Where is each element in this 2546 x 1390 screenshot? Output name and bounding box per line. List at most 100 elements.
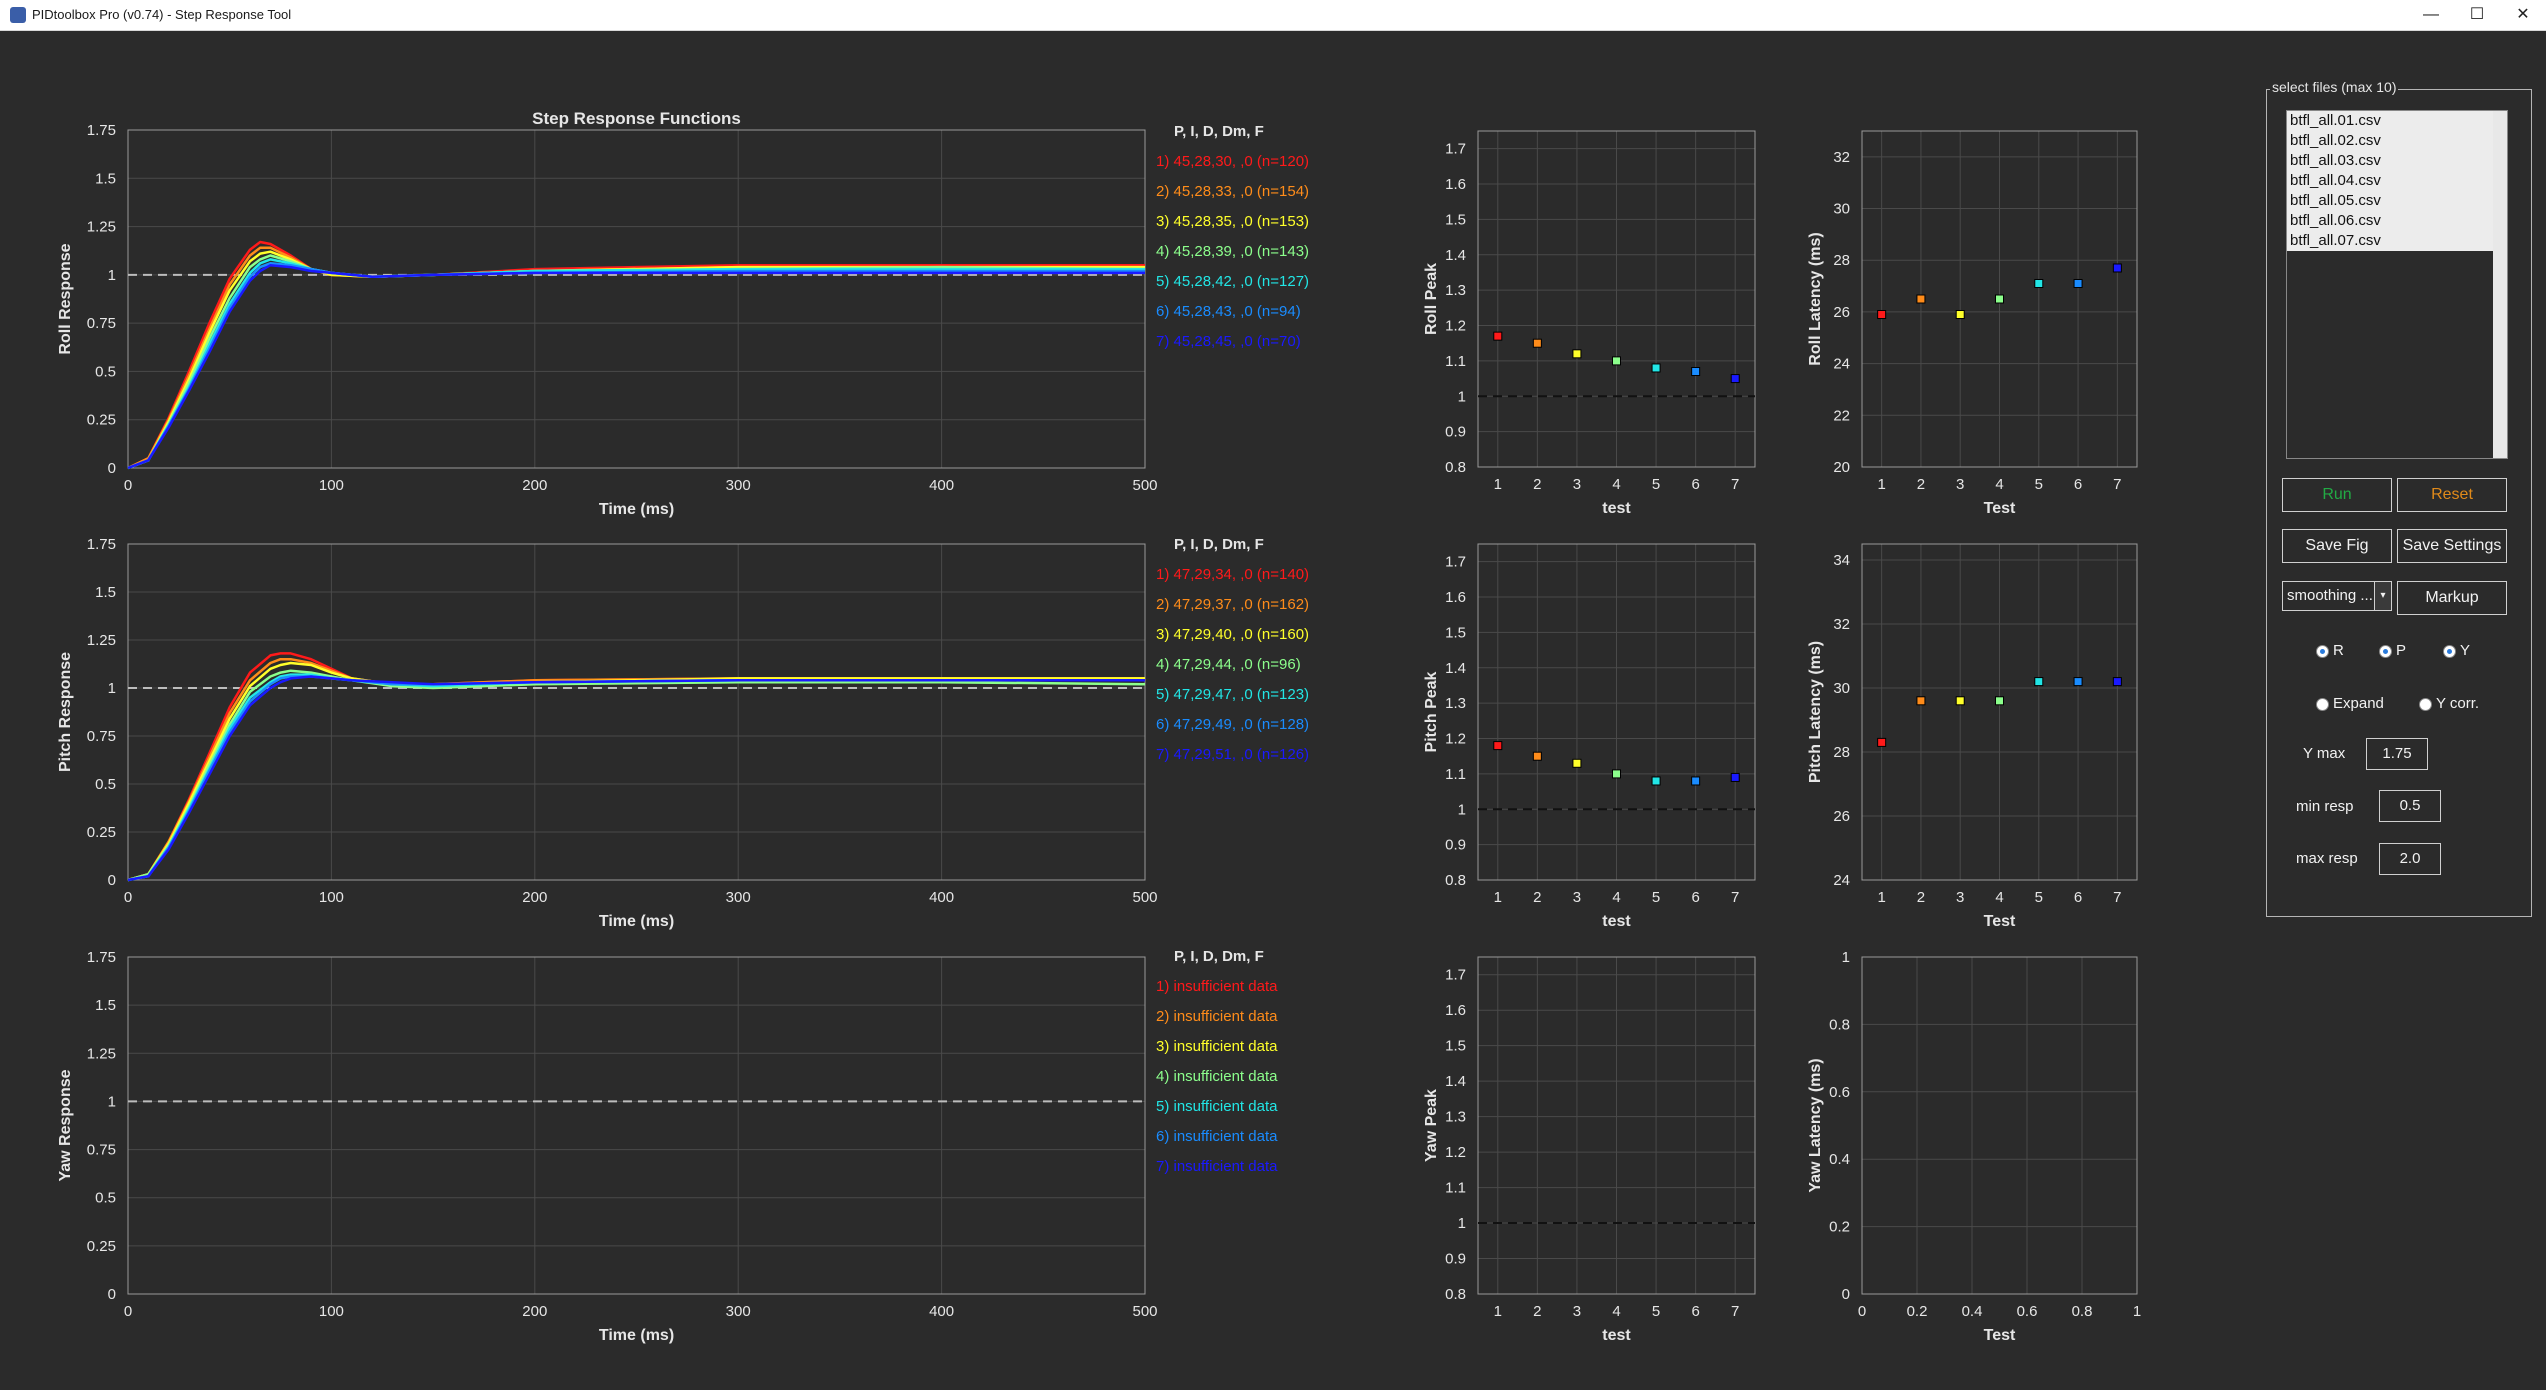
plot-frame: [1861, 956, 2138, 1295]
x-tick-label: 6: [2074, 476, 2082, 493]
file-item[interactable]: btfl_all.06.csv: [2290, 212, 2381, 229]
reset-button[interactable]: Reset: [2397, 478, 2507, 512]
legend-item: 6) 47,29,49, ,0 (n=128): [1156, 716, 1310, 733]
file-item[interactable]: btfl_all.03.csv: [2290, 152, 2381, 169]
y-tick-label: 30: [1833, 680, 1850, 697]
x-tick-label: 0: [1858, 1303, 1866, 1320]
x-axis-label: Time (ms): [599, 1327, 674, 1344]
x-tick-label: 6: [2074, 889, 2082, 906]
chart-0: [127, 129, 1146, 470]
legend-item: 3) 47,29,40, ,0 (n=160): [1156, 626, 1310, 643]
y-tick-label: 1.75: [87, 536, 116, 553]
chart-5: [1477, 543, 1756, 881]
x-tick-label: 500: [1132, 1303, 1157, 1320]
x-tick-label: 400: [929, 889, 954, 906]
data-point: [1955, 310, 1965, 320]
y-tick-label: 1.5: [95, 170, 116, 187]
chart-8: [1861, 956, 2138, 1295]
data-point: [2112, 263, 2122, 273]
y-tick-label: 1.4: [1445, 660, 1466, 677]
plot-frame: [127, 129, 1146, 469]
series-line: [127, 263, 1145, 470]
maximize-button[interactable]: ☐: [2469, 6, 2485, 23]
y-axis-label: Pitch Peak: [1423, 671, 1440, 752]
chart-title: Step Response Functions: [532, 109, 741, 128]
chart-4: [1861, 130, 2138, 468]
data-point: [1612, 356, 1621, 366]
x-tick-label: 4: [1612, 476, 1620, 493]
series-line: [127, 661, 1145, 882]
legend-item: 7) 45,28,45, ,0 (n=70): [1156, 333, 1301, 350]
legend-header: P, I, D, Dm, F: [1174, 123, 1264, 140]
max-resp-input[interactable]: 2.0: [2379, 843, 2441, 875]
y-tick-label: 0.75: [87, 1142, 116, 1159]
file-item[interactable]: btfl_all.01.csv: [2290, 112, 2381, 129]
legend-item: 6) insufficient data: [1156, 1128, 1278, 1145]
markup-button[interactable]: Markup: [2397, 581, 2507, 615]
y-tick-label: 1.75: [87, 122, 116, 139]
x-tick-label: 100: [319, 1303, 344, 1320]
x-axis-label: Test: [1984, 913, 2016, 930]
y-tick-label: 22: [1833, 407, 1850, 424]
x-tick-label: 5: [2035, 889, 2043, 906]
y-tick-label: 0.75: [87, 728, 116, 745]
smoothing-dropdown[interactable]: smoothing ... ▾: [2282, 581, 2392, 611]
run-button[interactable]: Run: [2282, 478, 2392, 512]
x-tick-label: 0.8: [2072, 1303, 2093, 1320]
smoothing-value: smoothing ...: [2287, 587, 2373, 604]
data-point: [1691, 776, 1701, 786]
minimize-button[interactable]: —: [2423, 6, 2439, 23]
radio-pitch[interactable]: P: [2379, 642, 2406, 659]
x-tick-label: 100: [319, 477, 344, 494]
x-tick-label: 1: [2133, 1303, 2141, 1320]
legend-item: 4) 45,28,39, ,0 (n=143): [1156, 243, 1310, 260]
radio-roll[interactable]: R: [2316, 642, 2344, 659]
file-list-scrollbar[interactable]: [2493, 111, 2507, 458]
data-point: [1995, 294, 2004, 304]
series-line: [127, 246, 1145, 470]
expand-radio[interactable]: Expand: [2316, 695, 2384, 712]
file-item[interactable]: btfl_all.02.csv: [2290, 132, 2381, 149]
file-listbox[interactable]: btfl_all.01.csv btfl_all.02.csv btfl_all…: [2286, 110, 2508, 459]
x-tick-label: 6: [1691, 476, 1699, 493]
file-item[interactable]: btfl_all.04.csv: [2290, 172, 2381, 189]
x-tick-label: 0.4: [1962, 1303, 1983, 1320]
legend-item: 7) 47,29,51, ,0 (n=126): [1156, 746, 1310, 763]
data-point: [1916, 696, 1926, 706]
radio-dot-icon: [2443, 644, 2456, 658]
legend-item: 2) insufficient data: [1156, 1008, 1278, 1025]
file-item[interactable]: btfl_all.05.csv: [2290, 192, 2381, 209]
save-settings-button[interactable]: Save Settings: [2397, 529, 2507, 563]
y-tick-label: 1.3: [1445, 1109, 1466, 1126]
x-tick-label: 2: [1917, 476, 1925, 493]
save-fig-button[interactable]: Save Fig: [2282, 529, 2392, 563]
legend-item: 5) 47,29,47, ,0 (n=123): [1156, 686, 1310, 703]
legend-item: 2) 47,29,37, ,0 (n=162): [1156, 596, 1310, 613]
radio-yaw[interactable]: Y: [2443, 642, 2470, 659]
x-tick-label: 7: [2113, 889, 2121, 906]
ymax-input[interactable]: 1.75: [2366, 738, 2428, 770]
y-tick-label: 0.8: [1829, 1016, 1850, 1033]
y-tick-label: 1.7: [1445, 554, 1466, 571]
y-tick-label: 0.4: [1829, 1151, 1850, 1168]
ycorr-radio[interactable]: Y corr.: [2419, 695, 2479, 712]
y-axis-label: Pitch Response: [57, 652, 74, 772]
y-tick-label: 0.6: [1829, 1084, 1850, 1101]
y-tick-label: 1.1: [1445, 1180, 1466, 1197]
series-line: [127, 250, 1145, 470]
x-tick-label: 4: [1995, 889, 2003, 906]
radio-dot-icon: [2316, 644, 2329, 658]
x-tick-label: 1: [1494, 889, 1502, 906]
close-button[interactable]: ✕: [2516, 6, 2530, 23]
y-tick-label: 1.25: [87, 632, 116, 649]
x-tick-label: 0: [124, 889, 132, 906]
y-tick-label: 0.5: [95, 1190, 116, 1207]
file-item[interactable]: btfl_all.07.csv: [2290, 232, 2381, 249]
data-point: [1651, 363, 1661, 373]
y-tick-label: 30: [1833, 201, 1850, 218]
y-axis-label: Roll Response: [57, 243, 74, 354]
min-resp-input[interactable]: 0.5: [2379, 790, 2441, 822]
y-tick-label: 1.25: [87, 1045, 116, 1062]
y-tick-label: 0.9: [1445, 424, 1466, 441]
data-point: [2073, 278, 2083, 288]
